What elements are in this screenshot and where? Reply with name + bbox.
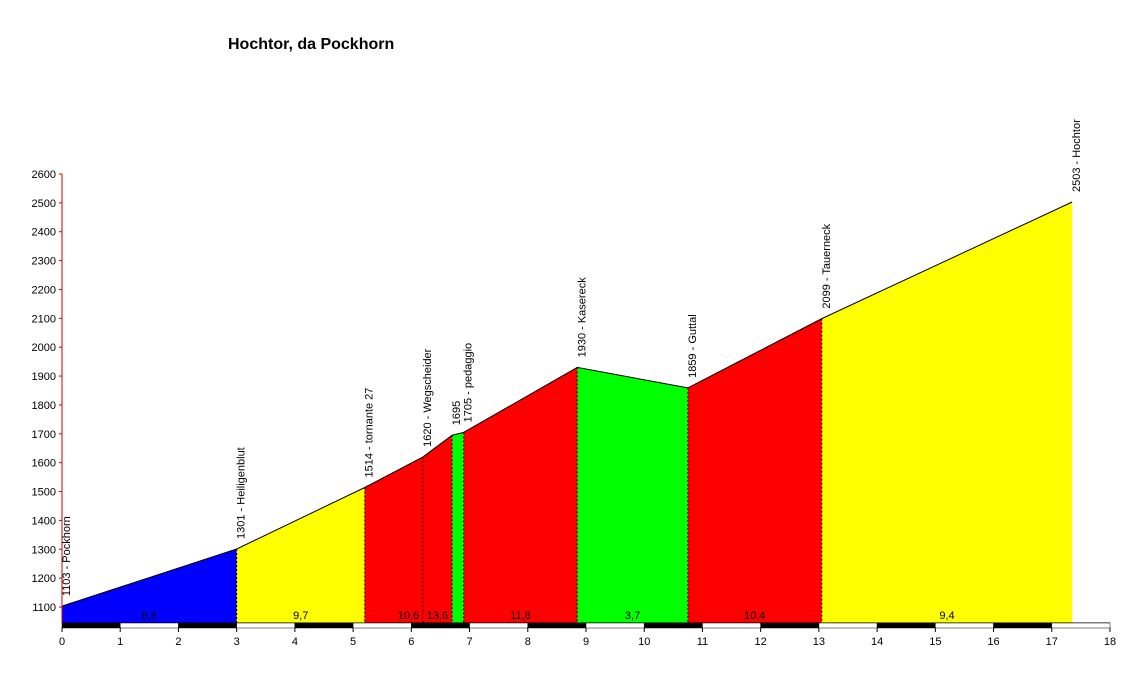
y-tick-label: 1600 (32, 458, 56, 470)
km-block-4 (294, 622, 354, 629)
segment-area-4 (463, 367, 578, 623)
segment-label: 3,7 (625, 610, 640, 622)
point-label: 1103 - Pockhorn (61, 516, 73, 596)
km-block-8 (527, 622, 587, 629)
km-block-2 (178, 622, 237, 629)
y-tick-label: 2400 (32, 227, 56, 239)
x-tick-label: 4 (292, 636, 298, 648)
km-block-1 (119, 622, 179, 629)
km-block-16 (993, 622, 1053, 629)
segment-sub-label: 13,6 (427, 610, 448, 622)
segment-label: 10,4 (744, 610, 765, 622)
profile-line-layer (61, 201, 1073, 607)
km-block-11 (702, 622, 761, 629)
y-tick-label: 1500 (32, 487, 56, 499)
point-labels: 1103 - Pockhorn 1301 - Heiligenblut 1514 -… (61, 119, 1083, 596)
point-label: 1301 - Heiligenblut (236, 447, 248, 539)
segment-area-6 (687, 318, 822, 623)
y-tick-label: 2000 (32, 342, 56, 354)
point-label: 1930 - Kasereck (576, 277, 588, 358)
segment-label: 6,6 (142, 610, 157, 622)
y-tick-label: 1200 (32, 573, 56, 585)
x-tick-label: 12 (755, 636, 767, 648)
y-tick-label: 2300 (32, 256, 56, 268)
point-label: 1859 - Guttal (687, 314, 699, 378)
x-tick-label: 6 (408, 636, 414, 648)
x-tick-label: 13 (813, 636, 825, 648)
x-tick-label: 5 (350, 636, 356, 648)
x-tick-label: 8 (525, 636, 531, 648)
kilometer-bar (61, 622, 1111, 629)
chart-title: Hochtor, da Pockhorn (228, 36, 394, 53)
km-block-13 (818, 622, 878, 629)
x-tick-label: 1 (117, 636, 123, 648)
segment-separators (236, 318, 823, 623)
segment-label: 9,4 (939, 610, 954, 622)
x-tick-label: 15 (929, 636, 941, 648)
km-block-14 (876, 622, 936, 629)
y-tick-label: 2500 (32, 198, 56, 210)
x-tick-label: 17 (1046, 636, 1058, 648)
km-block-0 (61, 622, 121, 629)
segment-gradient-labels: 6,6 9,7 10,6 11,8 3,7 10,4 9,4 13,6 (142, 610, 955, 622)
x-tick-label: 18 (1104, 636, 1116, 648)
x-tick-label: 7 (466, 636, 472, 648)
y-tick-label: 1100 (32, 602, 56, 614)
km-block-10 (643, 622, 703, 629)
km-block-6 (411, 622, 470, 629)
km-block-12 (760, 622, 820, 629)
point-label: 1620 - Wegscheider (422, 348, 434, 447)
y-tick-label: 1800 (32, 400, 56, 412)
point-label: 1705 - pedaggio (463, 343, 475, 423)
y-tick-label: 2200 (32, 284, 56, 296)
segment-label: 11,8 (510, 610, 531, 622)
point-label: 2503 - Hochtor (1071, 119, 1083, 192)
point-label: 1695 (451, 401, 463, 425)
segments-layer (62, 202, 1073, 623)
y-tick-label: 1900 (32, 371, 56, 383)
y-axis: 1100 1200 1300 1400 1500 1600 1700 1800 1900 2000… (32, 169, 63, 623)
km-block-9 (585, 622, 645, 629)
km-block-3 (236, 622, 296, 629)
y-tick-label: 1400 (32, 515, 56, 527)
km-block-5 (352, 622, 412, 629)
point-label: 2099 - Tauerneck (821, 223, 833, 308)
x-tick-label: 11 (697, 636, 708, 648)
km-block-7 (469, 622, 529, 629)
x-tick-label: 0 (59, 636, 65, 648)
x-tick-label: 2 (175, 636, 181, 648)
profile-line (61, 201, 1073, 607)
segment-area-2 (364, 435, 453, 623)
x-tick-label: 9 (583, 636, 589, 648)
segment-area-5 (577, 367, 688, 623)
y-tick-label: 2100 (32, 313, 56, 325)
segment-label: 9,7 (293, 610, 308, 622)
km-block-15 (935, 622, 994, 629)
x-tick-label: 10 (638, 636, 650, 648)
segment-area-0 (62, 548, 237, 623)
y-tick-label: 1300 (32, 544, 56, 556)
x-tick-label: 3 (234, 636, 240, 648)
segment-area-1 (236, 487, 365, 623)
segment-label: 10,6 (398, 610, 419, 622)
y-tick-label: 2600 (32, 169, 56, 181)
x-tick-label: 16 (987, 636, 999, 648)
km-block-17 (1051, 622, 1111, 629)
point-label: 1514 - tornante 27 (364, 388, 376, 478)
segment-area-3 (452, 432, 464, 623)
x-tick-label: 14 (871, 636, 883, 648)
segment-area-7 (821, 202, 1073, 623)
y-tick-label: 1700 (32, 429, 56, 441)
